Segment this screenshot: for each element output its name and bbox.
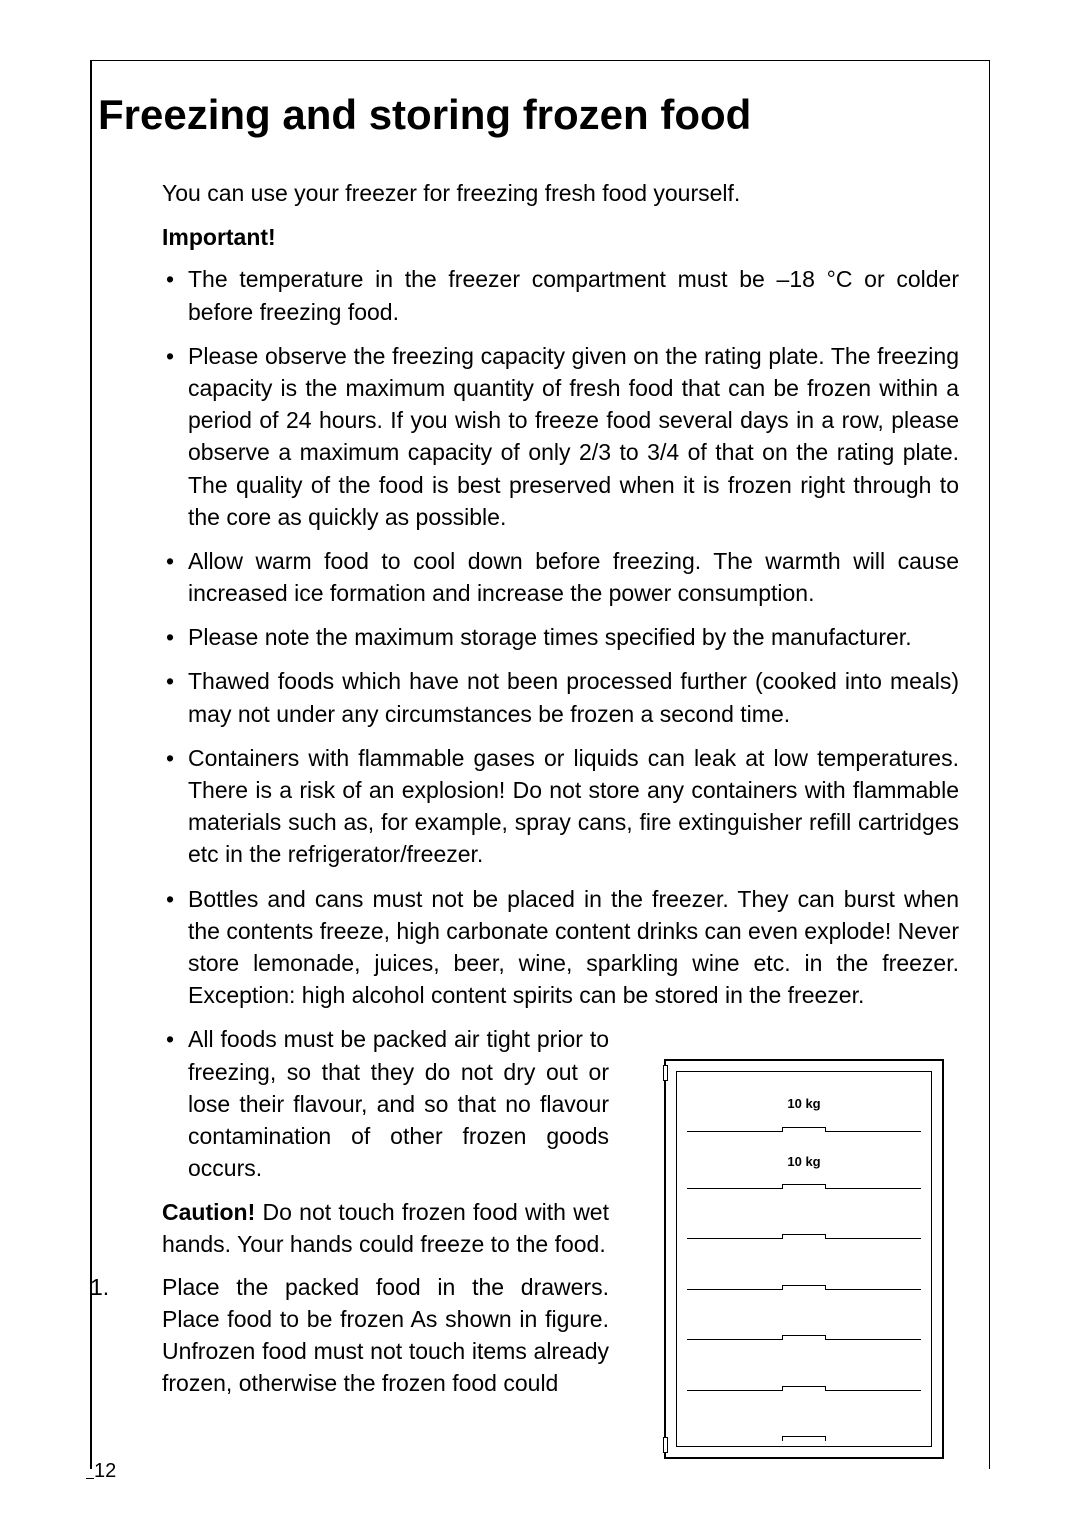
bullet-item: All foods must be packed air tight prior… — [162, 1023, 609, 1184]
drawer-handle-icon — [782, 1386, 826, 1391]
freezer-drawer — [687, 1193, 921, 1239]
bullet-item: The temperature in the freezer compartme… — [162, 263, 959, 327]
drawer-handle-icon — [782, 1335, 826, 1340]
manual-page: Freezing and storing frozen food You can… — [0, 0, 1080, 1529]
bullet-item: Bottles and cans must not be placed in t… — [162, 883, 959, 1012]
bullet-item: Please note the maximum storage times sp… — [162, 621, 959, 653]
body-text: You can use your freezer for freezing fr… — [162, 177, 959, 1459]
intro-paragraph: You can use your freezer for freezing fr… — [162, 177, 959, 209]
drawer-handle-icon — [782, 1184, 826, 1189]
drawer-label: 10 kg — [787, 1095, 820, 1113]
bullet-item: Thawed foods which have not been process… — [162, 665, 959, 729]
caution-label: Caution! — [162, 1199, 255, 1225]
caution-paragraph: Caution! Do not touch frozen food with w… — [162, 1196, 609, 1260]
freezer-drawer — [687, 1395, 921, 1440]
freezer-drawer: 10 kg — [687, 1078, 921, 1131]
freezer-drawer — [687, 1294, 921, 1340]
hinge-icon — [663, 1437, 668, 1453]
freezer-drawer — [687, 1344, 921, 1390]
split-layout: All foods must be packed air tight prior… — [162, 1023, 959, 1459]
page-number-tick — [86, 1478, 94, 1480]
bullet-list-top: The temperature in the freezer compartme… — [162, 263, 959, 1011]
drawer-handle-icon — [782, 1127, 826, 1132]
hinge-icon — [663, 1065, 668, 1081]
step-1: 1. Place the packed food in the drawers.… — [90, 1271, 609, 1400]
page-number: 12 — [94, 1460, 116, 1483]
drawer-handle-icon — [782, 1234, 826, 1239]
bullet-item: Allow warm food to cool down before free… — [162, 545, 959, 609]
freezer-diagram: 10 kg 10 kg — [664, 1059, 944, 1459]
bullet-list-split: All foods must be packed air tight prior… — [162, 1023, 609, 1184]
content-frame: Freezing and storing frozen food You can… — [90, 60, 990, 1469]
important-label: Important! — [162, 221, 959, 253]
left-rule — [90, 61, 92, 1469]
bullet-item: Please observe the freezing capacity giv… — [162, 340, 959, 533]
freezer-drawer — [687, 1243, 921, 1289]
split-left-column: All foods must be packed air tight prior… — [162, 1023, 609, 1399]
step-number: 1. — [90, 1271, 109, 1303]
drawer-handle-icon — [782, 1285, 826, 1290]
section-heading: Freezing and storing frozen food — [98, 91, 959, 139]
step-text: Place the packed food in the drawers. Pl… — [162, 1274, 609, 1397]
drawer-handle-icon — [782, 1436, 826, 1441]
bullet-item: Containers with flammable gases or liqui… — [162, 742, 959, 871]
freezer-inner: 10 kg 10 kg — [676, 1071, 932, 1447]
freezer-drawer: 10 kg — [687, 1136, 921, 1189]
drawer-label: 10 kg — [787, 1153, 820, 1171]
split-right-column: 10 kg 10 kg — [649, 1023, 959, 1459]
